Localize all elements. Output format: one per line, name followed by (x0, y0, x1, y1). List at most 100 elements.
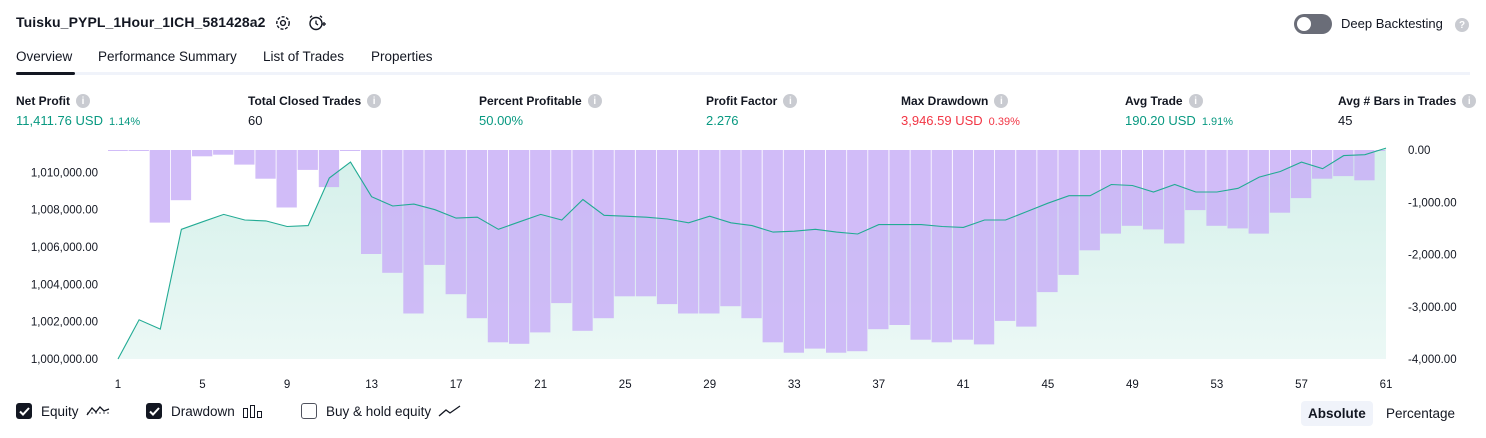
tab-performance-summary[interactable]: Performance Summary (98, 49, 237, 64)
drawdown-bar (1248, 150, 1269, 234)
drawdown-bar (593, 150, 614, 319)
metric-label: Avg # Bars in Trades (1338, 94, 1457, 108)
x-axis-tick-label: 57 (1295, 379, 1308, 391)
drawdown-bar (128, 150, 149, 151)
drawdown-bar (1037, 150, 1058, 293)
metric-profit-factor: Profit Factor i 2.276 (706, 94, 798, 128)
toggle-knob (1297, 17, 1311, 31)
drawdown-bar (762, 150, 783, 343)
drawdown-bar (1290, 150, 1312, 199)
help-icon[interactable]: i (1188, 94, 1203, 108)
x-axis-tick-label: 61 (1380, 379, 1393, 391)
drawdown-bar (783, 150, 804, 353)
drawdown-bar (424, 150, 445, 265)
percentage-mode-button[interactable]: Percentage (1386, 406, 1456, 421)
drawdown-bar (720, 150, 741, 307)
drawdown-bar (1185, 150, 1206, 211)
drawdown-bar (635, 150, 657, 297)
drawdown-bar (868, 150, 889, 330)
left-axis-tick-label: 1,006,000.00 (31, 242, 98, 254)
metric-label: Total Closed Trades (248, 94, 362, 108)
drawdown-bar (234, 150, 255, 165)
drawdown-bar (445, 150, 466, 295)
drawdown-bar (1375, 150, 1386, 151)
metric-label: Percent Profitable (479, 94, 582, 108)
drawdown-bar (1312, 150, 1333, 179)
x-axis-tick-label: 33 (788, 379, 801, 391)
drawdown-bar (1333, 150, 1354, 177)
drawdown-bar (1016, 150, 1037, 327)
buy-hold-line-icon (438, 404, 462, 418)
help-icon[interactable]: i (587, 94, 602, 108)
help-icon[interactable]: i (1462, 94, 1477, 108)
metric-percent: 1.14% (108, 116, 141, 128)
help-icon[interactable]: i (994, 94, 1009, 108)
checkbox-unchecked-icon[interactable] (301, 403, 317, 419)
tab-list-of-trades[interactable]: List of Trades (263, 49, 345, 64)
drawdown-bar (1079, 150, 1100, 251)
drawdown-bar (530, 150, 551, 333)
drawdown-bar (192, 150, 213, 157)
absolute-mode-button[interactable]: Absolute (1301, 401, 1373, 426)
drawdown-bar (741, 150, 762, 319)
x-axis-tick-label: 5 (199, 379, 205, 391)
drawdown-bar (804, 150, 826, 349)
left-axis-tick-label: 1,010,000.00 (31, 167, 98, 179)
x-axis-tick-label: 13 (365, 379, 378, 391)
deep-backtesting-label: Deep Backtesting (1341, 16, 1443, 31)
x-axis-tick-label: 17 (450, 379, 463, 391)
right-axis-tick-label: -1,000.00 (1408, 197, 1457, 209)
metric-value: 50.00% (479, 113, 524, 128)
drawdown-bar (931, 150, 952, 343)
settings-gear-icon[interactable] (273, 13, 293, 33)
drawdown-bar (1164, 150, 1185, 244)
drawdown-bar (255, 150, 276, 179)
x-axis-tick-label: 53 (1211, 379, 1224, 391)
drawdown-bar (678, 150, 699, 314)
legend-buy-hold-equity[interactable]: Buy & hold equity (301, 403, 462, 419)
drawdown-bar (551, 150, 572, 304)
metric-label: Net Profit (16, 94, 70, 108)
metric-avg-trade: Avg Trade i 190.20 USD 1.91% (1125, 94, 1233, 128)
checkbox-checked-icon[interactable] (16, 403, 32, 419)
drawdown-bar (889, 150, 910, 325)
help-icon[interactable]: i (76, 94, 90, 108)
deep-backtesting-toggle[interactable] (1294, 14, 1332, 34)
help-icon[interactable]: i (367, 94, 382, 108)
drawdown-bar (656, 150, 678, 305)
equity-drawdown-chart[interactable]: 1,000,000.00 1,002,000.00 1,004,000.00 1,00… (0, 130, 1486, 395)
drawdown-bar (108, 150, 128, 151)
left-axis-tick-label: 1,008,000.00 (31, 205, 98, 217)
deep-backtesting-help-icon[interactable]: ? (1455, 18, 1469, 32)
metric-percent: 1.91% (1201, 116, 1234, 128)
metric-percent: 0.39% (988, 116, 1020, 128)
tab-properties[interactable]: Properties (371, 49, 433, 64)
metric-total-closed-trades: Total Closed Trades i 60 (248, 94, 382, 128)
metric-label: Profit Factor (706, 94, 778, 108)
drawdown-bar (403, 150, 424, 314)
tab-overview[interactable]: Overview (16, 49, 73, 64)
drawdown-bar (361, 150, 382, 254)
drawdown-bar (339, 150, 361, 151)
metric-value: 45 (1338, 113, 1353, 128)
drawdown-bar (466, 150, 487, 319)
add-alert-icon[interactable] (307, 13, 327, 33)
legend-equity-label: Equity (41, 403, 79, 419)
drawdown-bar (910, 150, 931, 340)
legend-drawdown[interactable]: Drawdown (146, 403, 264, 419)
drawdown-bar (1227, 150, 1248, 229)
x-axis-tick-label: 25 (619, 379, 632, 391)
equity-line (117, 147, 1387, 360)
drawdown-bars-icon (242, 404, 264, 418)
help-icon[interactable]: i (783, 94, 798, 108)
drawdown-bar (149, 150, 170, 223)
drawdown-bar (318, 150, 340, 188)
left-axis-tick-label: 1,002,000.00 (31, 317, 98, 329)
checkbox-checked-icon[interactable] (146, 403, 162, 419)
drawdown-bar (1206, 150, 1227, 226)
x-axis-tick-label: 41 (957, 379, 970, 391)
x-axis-tick-label: 29 (703, 379, 716, 391)
drawdown-bar (572, 150, 593, 331)
legend-equity[interactable]: Equity (16, 403, 110, 419)
left-axis-tick-label: 1,000,000.00 (31, 354, 98, 366)
